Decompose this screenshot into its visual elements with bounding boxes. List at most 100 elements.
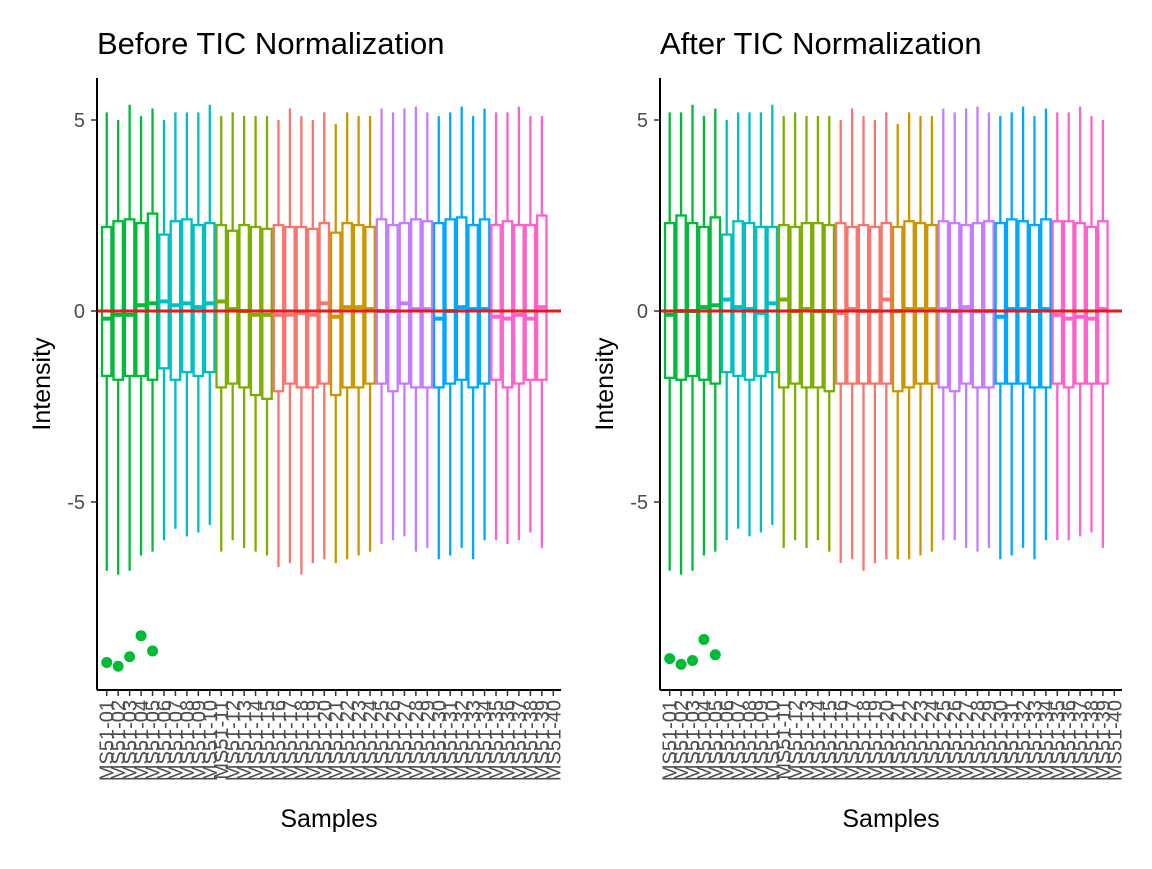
- x-tick-label: MS51-05: [143, 700, 165, 781]
- box-MS51-26: [387, 112, 399, 541]
- box-MS51-35: [490, 112, 502, 541]
- box-MS51-03: [123, 104, 136, 571]
- box-MS51-14: [812, 116, 824, 541]
- box-iqr: [1062, 220, 1075, 389]
- x-tick-label: MS51-17: [842, 700, 864, 781]
- x-tick-label: MS51-39: [532, 700, 554, 781]
- box-MS51-13: [238, 116, 250, 548]
- x-tick-label: MS51-04: [131, 700, 153, 781]
- x-tick-label: MS51-34: [1036, 700, 1058, 781]
- x-tick-label: MS51-06: [717, 700, 739, 781]
- box-iqr: [432, 221, 445, 389]
- x-tick-label: MS51-06: [154, 700, 176, 781]
- box-MS51-05: [146, 108, 159, 552]
- x-tick-label: MS51-09: [188, 700, 210, 781]
- box-iqr: [675, 214, 687, 381]
- box-iqr: [926, 223, 938, 385]
- box-iqr: [948, 221, 961, 393]
- outlier-point: [709, 649, 721, 661]
- outlier-point: [687, 655, 698, 667]
- x-tick-label: MS51-36: [497, 700, 519, 781]
- box-iqr: [100, 225, 113, 378]
- box-MS51-18: [857, 116, 870, 571]
- box-MS51-06: [158, 120, 170, 541]
- x-tick-label: MS51-28: [406, 700, 428, 781]
- box-MS51-07: [732, 112, 744, 529]
- box-MS51-27: [398, 108, 411, 537]
- outlier-point: [698, 634, 710, 646]
- x-tick-label: MS51-02: [671, 700, 693, 781]
- box-MS51-10: [766, 104, 779, 525]
- x-tick-label: MS51-01: [660, 700, 682, 781]
- x-tick-label: MS51-26: [383, 700, 405, 781]
- box-MS51-11: [215, 116, 228, 552]
- box-iqr: [410, 218, 422, 389]
- x-tick-label: MS51-37: [1070, 700, 1092, 781]
- box-iqr: [732, 220, 744, 378]
- x-tick-label: MS51-35: [486, 700, 508, 781]
- box-iqr: [513, 223, 525, 385]
- box-MS51-31: [444, 112, 457, 556]
- box-iqr: [823, 223, 836, 393]
- outlier-point: [147, 645, 159, 657]
- box-iqr: [112, 220, 125, 381]
- box-iqr: [181, 218, 193, 374]
- x-tick-label: MS51-35: [1047, 700, 1069, 781]
- x-tick-label: MS51-01: [97, 700, 119, 781]
- box-MS51-15: [823, 116, 836, 552]
- box-iqr: [272, 223, 285, 393]
- box-MS51-33: [1028, 116, 1041, 560]
- box-MS51-20: [318, 112, 331, 560]
- box-iqr: [869, 225, 881, 385]
- box-MS51-22: [341, 112, 354, 560]
- box-MS51-16: [834, 120, 847, 564]
- box-MS51-01: [100, 112, 113, 571]
- x-tick-label: MS51-13: [234, 700, 256, 781]
- box-iqr: [1085, 225, 1098, 385]
- box-iqr: [535, 214, 548, 381]
- box-MS51-25: [937, 108, 950, 541]
- box-iqr: [812, 221, 824, 389]
- box-iqr: [971, 221, 984, 389]
- x-axis-title: Samples: [280, 805, 377, 833]
- x-tick-label: MS51-16: [831, 700, 853, 781]
- y-tick-label: 5: [74, 110, 85, 132]
- box-MS51-12: [789, 112, 801, 541]
- box-iqr: [789, 225, 801, 385]
- outlier-point: [675, 658, 687, 670]
- box-MS51-13: [800, 116, 813, 548]
- chart-title: After TIC Normalization: [660, 26, 982, 61]
- box-MS51-09: [755, 112, 767, 533]
- x-tick-label: MS51-33: [1025, 700, 1047, 781]
- box-MS51-15: [261, 116, 273, 556]
- box-iqr: [1040, 218, 1052, 389]
- x-tick-label: MS51-08: [740, 700, 762, 781]
- outlier-point: [664, 653, 676, 665]
- box-MS51-02: [112, 120, 125, 575]
- box-iqr: [421, 220, 434, 389]
- box-MS51-37: [1074, 106, 1086, 537]
- box-MS51-14: [249, 116, 262, 552]
- x-tick-label: MS51-30: [429, 700, 451, 781]
- box-iqr: [720, 233, 733, 374]
- outlier-point: [101, 656, 113, 668]
- x-tick-label: MS51-07: [728, 700, 750, 781]
- x-tick-label: MS51-10: [762, 700, 784, 781]
- x-tick-label: MS51-34: [475, 700, 497, 781]
- box-MS51-27: [960, 108, 972, 548]
- y-tick-label: -5: [630, 492, 648, 514]
- x-tick-label: MS51-10: [200, 700, 222, 781]
- box-MS51-34: [1040, 108, 1052, 541]
- box-MS51-37: [513, 106, 525, 541]
- box-iqr: [834, 221, 847, 385]
- x-tick-label: MS51-31: [1002, 700, 1024, 781]
- box-MS51-28: [410, 106, 422, 552]
- x-tick-label: MS51-21: [888, 700, 910, 781]
- x-tick-label: MS51-16: [268, 700, 290, 781]
- x-axis-title: Samples: [842, 805, 939, 833]
- x-tick-label: MS51-27: [956, 700, 978, 781]
- box-MS51-11: [777, 116, 790, 548]
- panel-after: After TIC Normalization-505MS51-01MS51-0…: [591, 26, 1126, 833]
- box-iqr: [192, 223, 205, 378]
- box-MS51-28: [971, 106, 984, 552]
